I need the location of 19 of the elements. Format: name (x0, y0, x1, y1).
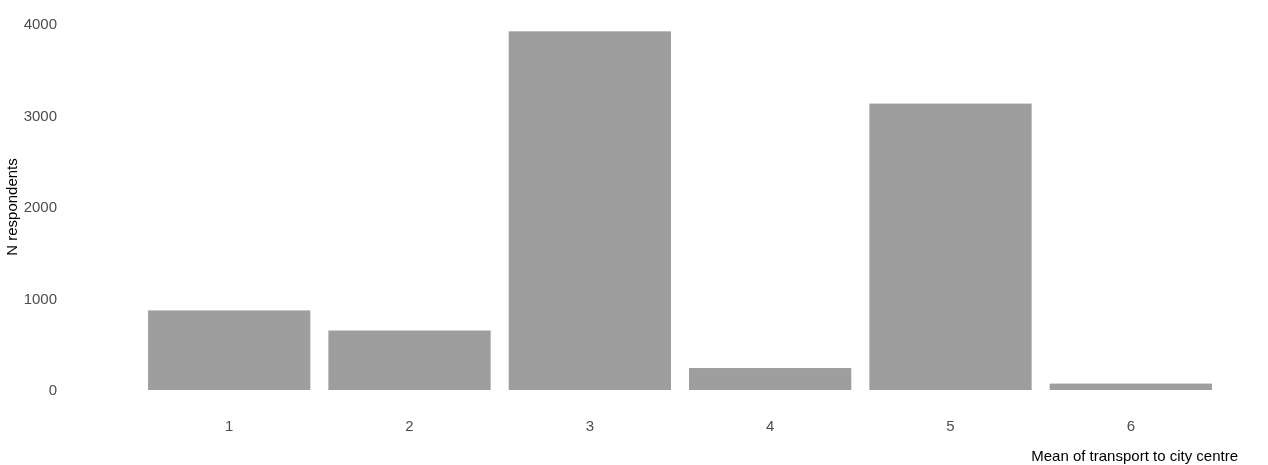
y-axis-title: N respondents (3, 158, 20, 256)
bar (328, 330, 491, 390)
y-tick-label: 3000 (23, 106, 57, 124)
bar (1049, 383, 1212, 390)
x-tick-label: 1 (225, 417, 234, 435)
bar (689, 368, 852, 390)
x-tick-label: 4 (765, 417, 775, 435)
bar (148, 310, 311, 390)
x-axis-title: Mean of transport to city centre (1031, 447, 1238, 464)
y-tick-label: 2000 (23, 198, 57, 216)
y-tick-label: 1000 (23, 289, 57, 307)
x-tick-label: 3 (585, 417, 595, 435)
bar (869, 103, 1032, 390)
y-tick-label: 4000 (23, 15, 57, 33)
y-tick-label: 0 (48, 381, 57, 399)
x-tick-label: 6 (1126, 417, 1135, 435)
x-tick-label: 5 (946, 417, 955, 435)
x-tick-label: 2 (405, 417, 414, 435)
bar (508, 31, 671, 390)
